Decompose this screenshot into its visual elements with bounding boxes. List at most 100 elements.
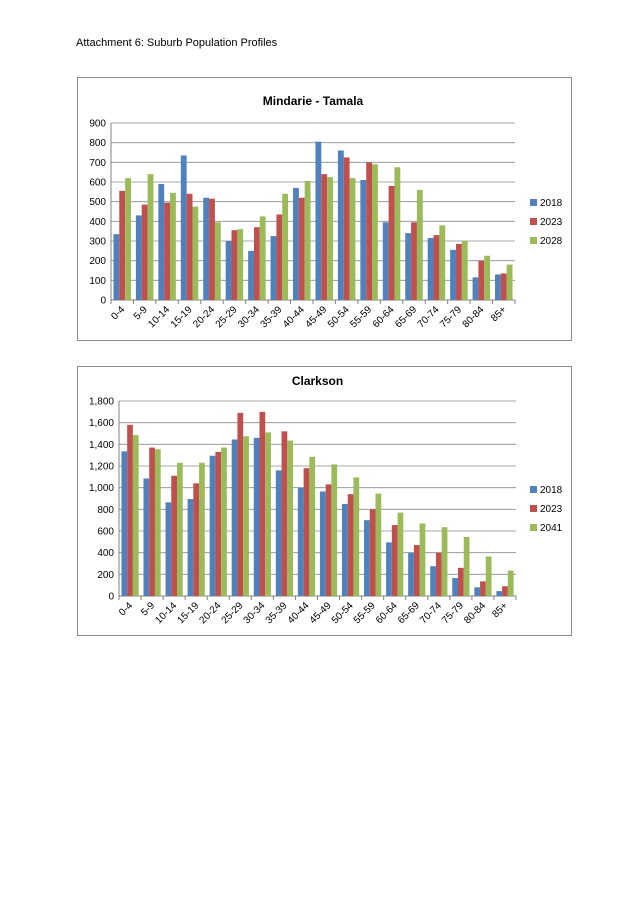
x-tick-label: 25-29 (220, 600, 246, 626)
bar-2041 (441, 527, 448, 596)
bar-2028 (214, 222, 221, 300)
bar-2023 (193, 483, 200, 596)
bar-2023 (413, 545, 420, 596)
legend-swatch-2041 (530, 524, 537, 531)
bar-2023 (171, 475, 178, 596)
bar-2023 (455, 243, 462, 300)
bar-2018 (360, 180, 367, 300)
y-tick-label: 900 (89, 119, 106, 130)
bar-2041 (353, 477, 360, 596)
bar-2028 (147, 174, 154, 300)
y-tick-label: 0 (100, 296, 106, 307)
bar-2041 (309, 456, 316, 596)
bar-2041 (485, 556, 492, 596)
bar-2018 (341, 503, 348, 596)
bar-2018 (337, 150, 344, 300)
bar-2018 (180, 155, 187, 300)
bar-2041 (243, 436, 249, 596)
legend-label-2018: 2018 (540, 485, 563, 496)
y-tick-label: 1,400 (89, 440, 114, 451)
bar-2023 (215, 451, 222, 596)
bar-2028 (259, 216, 266, 300)
x-tick-label: 50-54 (330, 600, 356, 626)
y-tick-label: 1,200 (89, 462, 114, 473)
bar-2023 (119, 190, 126, 300)
bar-2023 (231, 230, 238, 300)
y-tick-label: 600 (97, 527, 114, 538)
bar-2028 (461, 241, 468, 300)
x-tick-label: 55-59 (348, 304, 374, 330)
legend-label-2018: 2018 (540, 198, 563, 209)
bar-2018 (113, 234, 120, 300)
x-tick-label: 80-84 (461, 304, 487, 330)
bar-2041 (331, 464, 338, 596)
x-tick-label: 40-44 (286, 600, 312, 626)
bar-2018 (270, 236, 277, 300)
bar-2023 (343, 157, 350, 300)
bar-2028 (349, 178, 356, 300)
bar-2023 (480, 581, 486, 596)
bar-2041 (265, 432, 271, 596)
bar-2018 (225, 241, 232, 300)
x-tick-label: 30-34 (242, 600, 268, 626)
bar-2018 (231, 439, 238, 596)
bar-2023 (347, 494, 354, 596)
page-heading: Attachment 6: Suburb Population Profiles (76, 37, 278, 49)
bar-2018 (135, 215, 142, 300)
bar-2018 (143, 478, 150, 596)
chart-svg-clarkson: Clarkson 0 200 400 600 800 1,000 1,200 1,400 1,60… (89, 374, 563, 626)
bar-2018 (405, 233, 412, 300)
bar-2018 (165, 502, 172, 596)
y-tick-label: 400 (89, 217, 106, 228)
legend-swatch-2023 (530, 505, 537, 512)
bar-2023 (237, 412, 244, 596)
x-tick-label: 0-4 (117, 600, 135, 618)
y-tick-label: 500 (89, 197, 106, 208)
bar-2041 (221, 447, 227, 596)
legend-label-2041: 2041 (540, 523, 563, 534)
bar-2018 (315, 141, 322, 300)
bar-2018 (430, 566, 436, 596)
bar-2023 (209, 198, 215, 300)
bar-2023 (325, 484, 332, 596)
bar-2028 (372, 164, 378, 300)
x-tick-label: 20-24 (191, 304, 217, 330)
legend-swatch-2028 (530, 237, 537, 244)
y-tick-label: 1,600 (89, 418, 114, 429)
chart-mindarie-tamala: Mindarie - Tamala 0 100 200 300 400 500 600 700 8… (77, 77, 572, 341)
x-tick-label: 20-24 (198, 600, 224, 626)
bar-2018 (158, 183, 165, 300)
bar-2018 (248, 250, 254, 300)
bar-2023 (303, 468, 310, 596)
bar-2023 (321, 174, 328, 300)
x-tick-label: 10-14 (153, 600, 179, 626)
bar-2041 (287, 440, 294, 596)
bar-2018 (297, 487, 304, 596)
x-tick-label: 0-4 (109, 304, 127, 322)
bar-2018 (496, 591, 503, 596)
x-tick-label: 15-19 (169, 304, 195, 330)
bar-2028 (484, 255, 491, 300)
bar-2018 (386, 542, 392, 596)
bar-2041 (375, 493, 382, 596)
bar-2023 (164, 202, 171, 300)
bar-2041 (132, 435, 139, 596)
bar-2028 (237, 229, 244, 300)
bar-2018 (203, 197, 210, 300)
x-tick-label: 70-74 (416, 304, 442, 330)
bar-2018 (187, 499, 194, 596)
bar-2023 (502, 586, 508, 596)
x-tick-label: 30-34 (236, 304, 262, 330)
bar-2028 (416, 189, 423, 300)
x-tick-label: 35-39 (259, 304, 285, 330)
bar-2018 (253, 437, 260, 596)
bar-2023 (366, 162, 373, 300)
bar-2028 (125, 178, 131, 300)
bar-2018 (382, 222, 389, 300)
bar-2023 (411, 222, 417, 300)
bar-2018 (450, 249, 456, 300)
chart-title: Clarkson (292, 374, 343, 388)
bar-2041 (419, 523, 426, 596)
bar-2018 (275, 470, 282, 596)
x-tick-label: 85+ (490, 600, 510, 620)
